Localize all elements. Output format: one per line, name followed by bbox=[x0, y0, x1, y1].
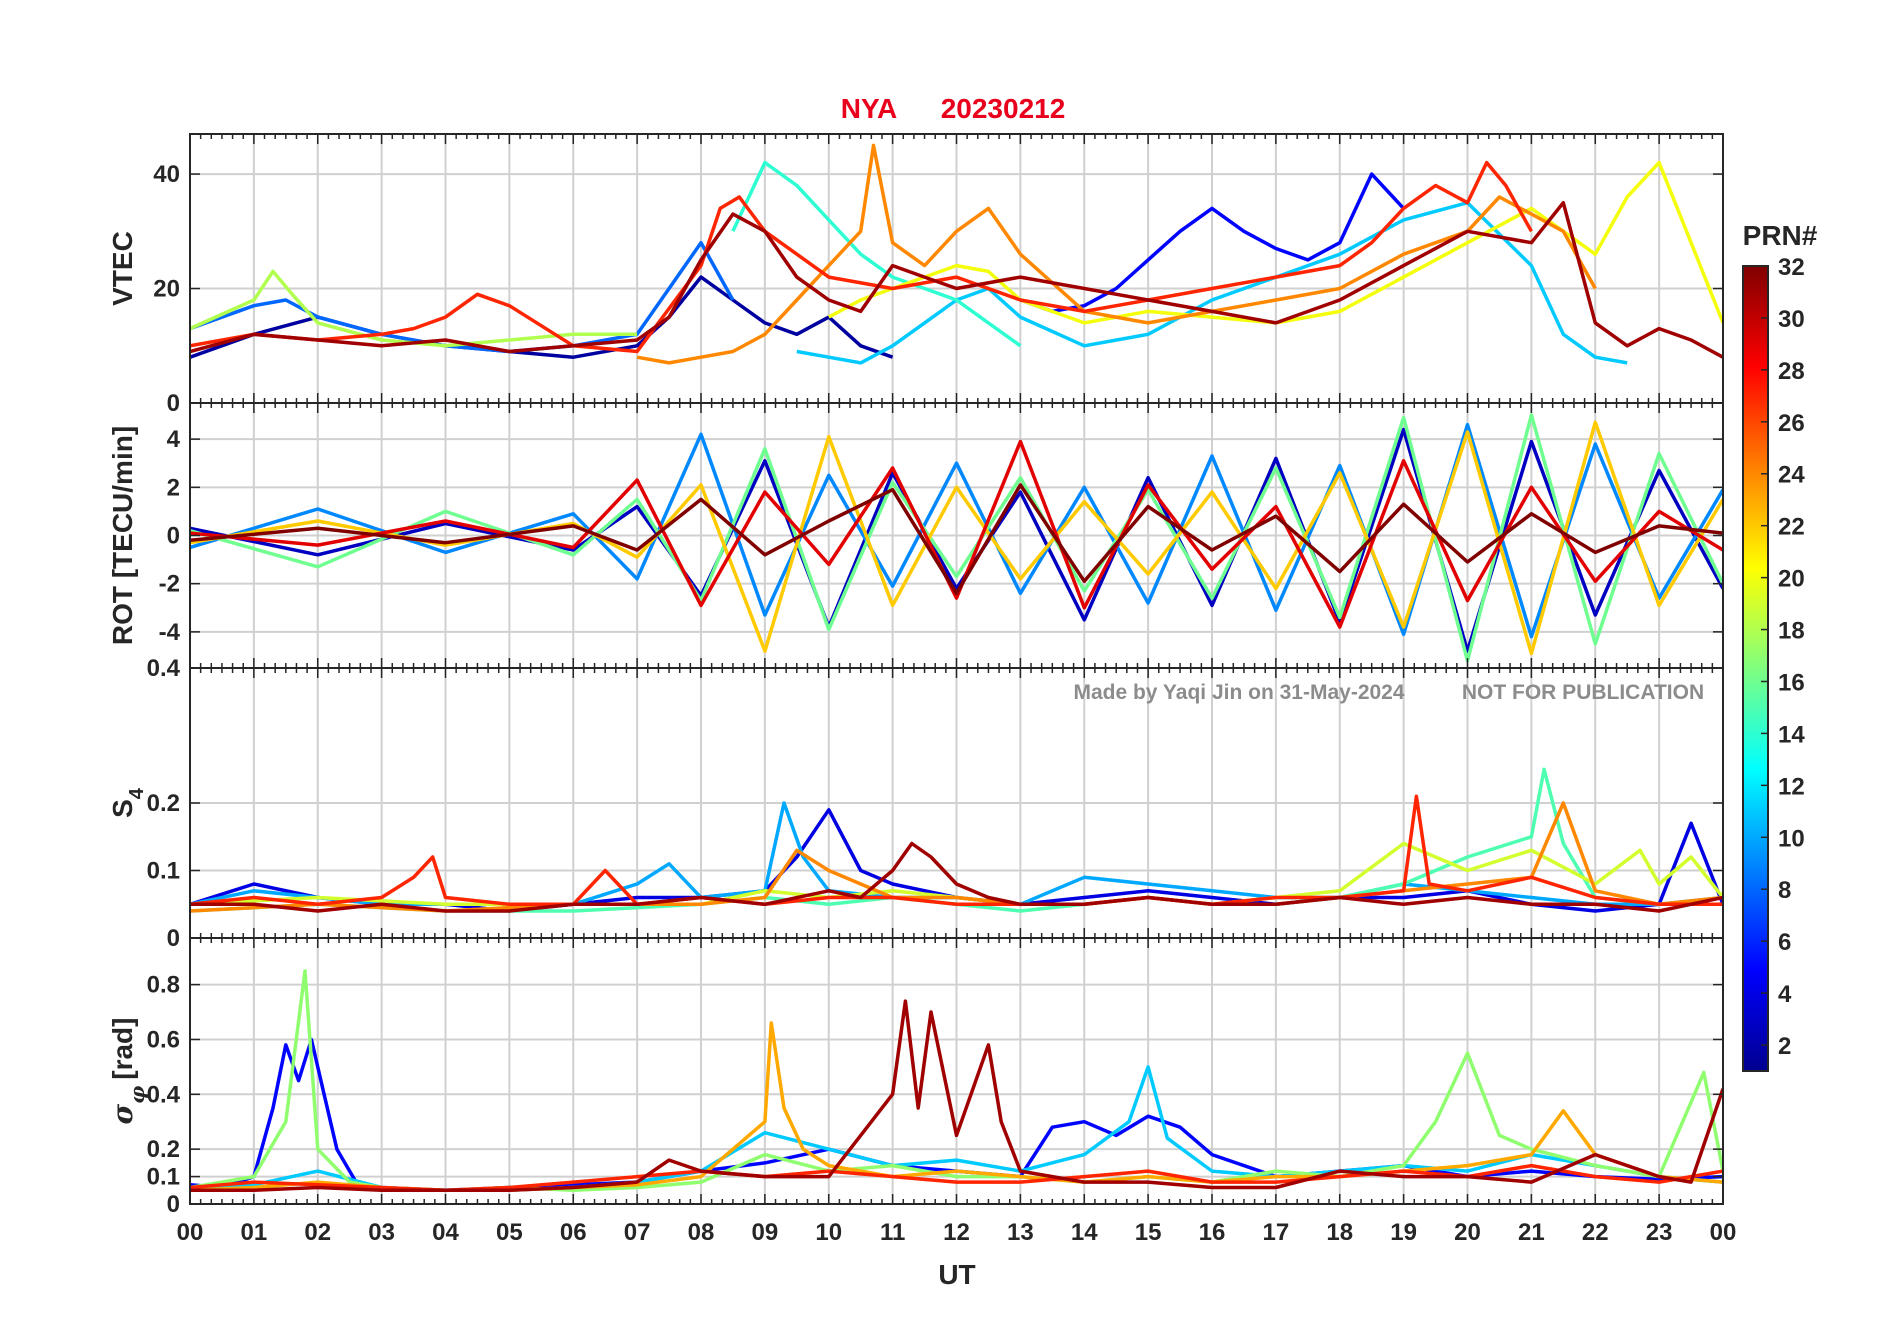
y-axis-label: S4 bbox=[107, 787, 148, 818]
y-tick-label: 4 bbox=[167, 426, 181, 453]
x-tick-label: 05 bbox=[496, 1219, 523, 1246]
colorbar-tick-label: 6 bbox=[1778, 929, 1791, 956]
colorbar-tick-label: 32 bbox=[1778, 254, 1805, 281]
y-tick-label: 0 bbox=[167, 925, 180, 952]
y-axis-label: σφ[rad] bbox=[106, 1018, 149, 1125]
x-tick-label: 18 bbox=[1326, 1219, 1353, 1246]
watermark-notice: NOT FOR PUBLICATION bbox=[1462, 681, 1704, 704]
series-prn-31 bbox=[190, 999, 1723, 1193]
x-tick-label: 07 bbox=[624, 1219, 651, 1246]
colorbar-tick-label: 4 bbox=[1778, 981, 1792, 1008]
chart-title-station: NYA bbox=[841, 93, 898, 124]
x-tick-label: 09 bbox=[752, 1219, 779, 1246]
y-tick-label: 0 bbox=[167, 523, 180, 550]
x-tick-label: 00 bbox=[1710, 1219, 1737, 1246]
colorbar-tick-label: 22 bbox=[1778, 514, 1805, 541]
x-tick-label: 12 bbox=[943, 1219, 970, 1246]
series-prn-31 bbox=[190, 841, 1723, 913]
y-tick-label: 0.4 bbox=[147, 655, 181, 682]
colorbar-tick-label: 18 bbox=[1778, 618, 1805, 645]
x-tick-label: 21 bbox=[1518, 1219, 1545, 1246]
y-tick-label: 0.2 bbox=[147, 1136, 180, 1163]
y-tick-label: 0.6 bbox=[147, 1026, 180, 1053]
y-axis-label: ROT [TECU/min] bbox=[107, 426, 138, 645]
colorbar-tick-label: 2 bbox=[1778, 1033, 1791, 1060]
colorbar-label: PRN# bbox=[1743, 220, 1818, 251]
panel-s4: 0 0.1 0.2 0.4 S4 bbox=[107, 655, 1724, 952]
series-group bbox=[190, 143, 1723, 365]
colorbar-tick-label: 26 bbox=[1778, 410, 1805, 437]
y-tick-label: 20 bbox=[153, 276, 180, 303]
panel-vtec: 0 20 40 VTEC bbox=[107, 133, 1724, 417]
x-tick-label: 11 bbox=[880, 1219, 905, 1246]
y-tick-label: 0.2 bbox=[147, 790, 180, 817]
series-prn-5 bbox=[1019, 172, 1405, 314]
x-tick-label: 22 bbox=[1582, 1219, 1609, 1246]
x-tick-label: 14 bbox=[1071, 1219, 1098, 1246]
panel-sigma_phi: 00.10.2 0.4 0.6 0.8 σφ[rad] bbox=[106, 937, 1724, 1218]
y-tick-label: 0.1 bbox=[147, 1164, 180, 1191]
x-tick-label: 17 bbox=[1263, 1219, 1290, 1246]
series-group bbox=[190, 413, 1723, 663]
y-tick-label: 0.4 bbox=[147, 1081, 181, 1108]
x-tick-label: 20 bbox=[1454, 1219, 1481, 1246]
series-group bbox=[190, 969, 1723, 1193]
series-prn-29 bbox=[190, 439, 1723, 629]
series-group bbox=[190, 767, 1723, 913]
series-prn-17 bbox=[190, 969, 1723, 1193]
series-prn-32 bbox=[190, 483, 1723, 596]
x-tick-label: 15 bbox=[1135, 1219, 1162, 1246]
chart-title-date: 20230212 bbox=[941, 93, 1066, 124]
series-prn-18 bbox=[190, 269, 638, 348]
x-tick-label: 01 bbox=[241, 1219, 268, 1246]
y-tick-label: 0 bbox=[167, 1191, 180, 1218]
x-tick-label: 06 bbox=[560, 1219, 587, 1246]
watermark-author: Made by Yaqi Jin on 31-May-2024 bbox=[1073, 681, 1404, 704]
y-tick-label: 0 bbox=[167, 390, 180, 417]
series-prn-27 bbox=[190, 160, 1533, 354]
x-tick-label: 04 bbox=[432, 1219, 459, 1246]
y-axis-label: VTEC bbox=[107, 231, 138, 306]
x-tick-label: 23 bbox=[1646, 1219, 1673, 1246]
y-tick-label: 2 bbox=[167, 474, 180, 501]
x-tick-label: 03 bbox=[368, 1219, 395, 1246]
x-tick-label: 16 bbox=[1199, 1219, 1226, 1246]
panel-rot: -4 -2 0 2 4 ROT [TECU/min] bbox=[107, 402, 1724, 669]
colorbar-tick-label: 28 bbox=[1778, 358, 1805, 385]
x-tick-label: 08 bbox=[688, 1219, 715, 1246]
colorbar-tick-label: 30 bbox=[1778, 306, 1805, 333]
y-tick-label: 0.8 bbox=[147, 972, 180, 999]
x-tick-labels: 00 01 02 03 04 05 06 07 08 09 10 11 12 13 14 15 16 17 18 19… bbox=[177, 1219, 1737, 1246]
x-tick-label: 19 bbox=[1390, 1219, 1417, 1246]
colorbar-gradient bbox=[1742, 265, 1769, 1072]
x-tick-label: 00 bbox=[177, 1219, 204, 1246]
x-tick-label: 02 bbox=[304, 1219, 331, 1246]
series-prn-8 bbox=[190, 240, 735, 354]
series-prn-27 bbox=[190, 794, 1723, 907]
colorbar-tick-label: 8 bbox=[1778, 877, 1791, 904]
colorbar-tick-label: 14 bbox=[1778, 721, 1805, 748]
x-axis-label: UT bbox=[938, 1259, 975, 1290]
x-tick-label: 13 bbox=[1007, 1219, 1034, 1246]
y-tick-label: 0.1 bbox=[147, 858, 180, 885]
series-prn-14 bbox=[731, 160, 1022, 348]
colorbar-tick-label: 24 bbox=[1778, 462, 1805, 489]
colorbar-tick-label: 10 bbox=[1778, 825, 1805, 852]
series-prn-11 bbox=[796, 200, 1628, 365]
y-tick-label: -4 bbox=[159, 619, 181, 646]
y-tick-label: 40 bbox=[153, 161, 180, 188]
series-prn-31 bbox=[190, 200, 1723, 359]
y-tick-label: -2 bbox=[159, 571, 180, 598]
colorbar-tick-label: 20 bbox=[1778, 566, 1805, 593]
colorbar-tick-label: 12 bbox=[1778, 773, 1805, 800]
colorbar-tick-label: 16 bbox=[1778, 669, 1805, 696]
x-tick-label: 10 bbox=[815, 1219, 842, 1246]
